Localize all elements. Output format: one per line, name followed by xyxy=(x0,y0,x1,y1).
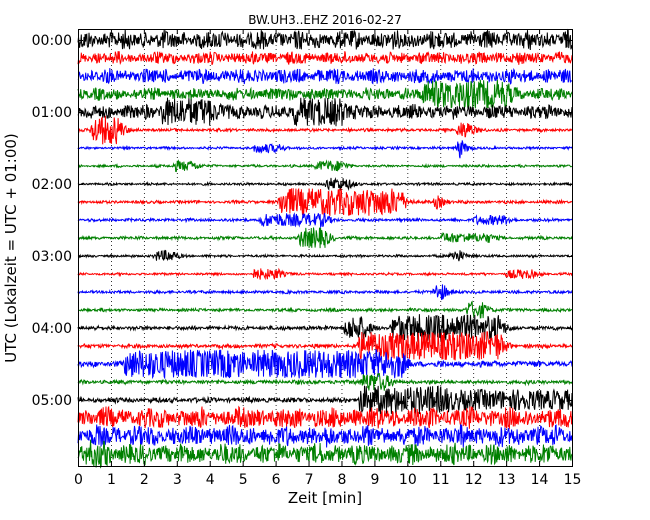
x-tick-label: 15 xyxy=(564,472,582,488)
y-tick-label: 02:00 xyxy=(32,177,72,193)
x-tick-label: 9 xyxy=(370,472,379,488)
y-tick-label: 01:00 xyxy=(32,105,72,121)
y-axis: 00:00 01:00 02:00 03:00 04:00 05:00 xyxy=(32,33,572,409)
chart-title: BW.UH3..EHZ 2016-02-27 xyxy=(248,13,402,27)
x-tick-label: 0 xyxy=(74,472,83,488)
trace-0345 xyxy=(78,300,573,319)
trace-0415 xyxy=(77,331,573,362)
trace-0145 xyxy=(77,159,573,173)
trace-0130 xyxy=(77,140,573,159)
y-tick-label: 03:00 xyxy=(32,249,72,265)
x-tick-label: 6 xyxy=(272,472,281,488)
plot-frame xyxy=(78,29,573,467)
trace-0515 xyxy=(77,405,573,429)
trace-0215 xyxy=(77,187,573,216)
trace-0045 xyxy=(77,79,573,109)
x-tick-label: 1 xyxy=(107,472,116,488)
trace-0430 xyxy=(77,349,573,380)
x-tick-label: 5 xyxy=(239,472,248,488)
trace-0300 xyxy=(77,249,573,262)
x-tick-label: 11 xyxy=(432,472,450,488)
y-tick-label: 04:00 xyxy=(32,321,72,337)
x-tick-label: 14 xyxy=(531,472,549,488)
y-axis-label: UTC (Lokalzeit = UTC + 01:00) xyxy=(2,133,20,363)
x-tick-label: 3 xyxy=(173,472,182,488)
trace-0100 xyxy=(77,97,573,127)
x-tick-label: 8 xyxy=(338,472,347,488)
trace-group xyxy=(77,28,573,469)
trace-0315 xyxy=(77,267,573,281)
trace-0545 xyxy=(77,439,573,469)
x-tick-label: 13 xyxy=(498,472,516,488)
y-tick-label: 05:00 xyxy=(32,393,72,409)
trace-0445 xyxy=(77,372,573,391)
x-axis-label: Zeit [min] xyxy=(288,489,362,507)
trace-0000 xyxy=(77,28,573,51)
trace-0115 xyxy=(78,115,573,145)
x-tick-label: 10 xyxy=(399,472,417,488)
trace-0400 xyxy=(77,314,573,343)
trace-0500 xyxy=(77,385,573,415)
x-tick-label: 2 xyxy=(140,472,149,488)
trace-0230 xyxy=(77,212,573,229)
trace-0245 xyxy=(77,227,573,249)
trace-0330 xyxy=(77,284,573,301)
trace-0015 xyxy=(77,51,573,65)
trace-0030 xyxy=(77,67,573,85)
trace-0200 xyxy=(77,177,573,192)
x-tick-label: 4 xyxy=(206,472,215,488)
x-tick-label: 12 xyxy=(465,472,483,488)
x-axis: 0 1 2 3 4 5 6 7 8 9 10 11 12 13 14 15 xyxy=(74,29,581,488)
trace-0530 xyxy=(77,424,573,448)
y-tick-label: 00:00 xyxy=(32,33,72,49)
x-tick-label: 7 xyxy=(305,472,314,488)
